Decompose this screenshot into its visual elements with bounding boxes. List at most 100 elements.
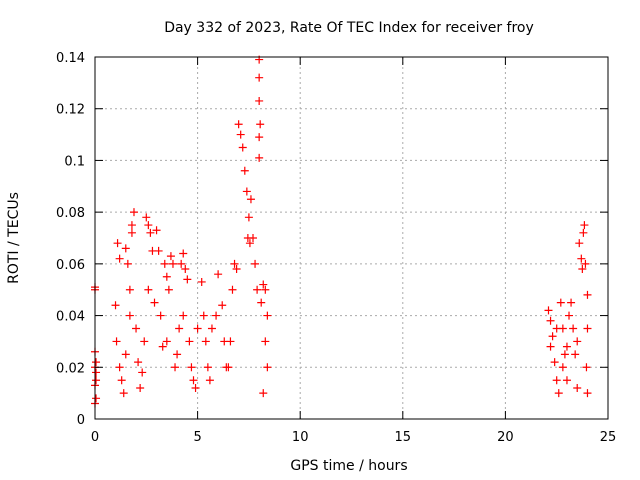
data-point [127, 228, 136, 237]
y-tick-label: 0.12 [56, 103, 85, 118]
data-point [554, 389, 563, 398]
data-point [234, 120, 243, 129]
data-point [115, 363, 124, 372]
data-point [121, 350, 130, 359]
data-point [181, 265, 190, 274]
data-point [113, 239, 122, 248]
data-point [193, 324, 202, 333]
data-point [121, 244, 130, 253]
data-point [552, 324, 561, 333]
grid-lines [95, 57, 608, 419]
data-point [207, 324, 216, 333]
data-point [156, 311, 165, 320]
data-point [573, 337, 582, 346]
data-point [583, 324, 592, 333]
data-point [242, 187, 251, 196]
data-point [175, 324, 184, 333]
data-point [244, 213, 253, 222]
y-tick-label: 0.08 [56, 206, 85, 221]
data-point [579, 228, 588, 237]
data-point [232, 265, 241, 274]
data-point [136, 383, 145, 392]
data-point [550, 358, 559, 367]
data-point [253, 285, 262, 294]
data-point [164, 285, 173, 294]
data-point [166, 252, 175, 261]
data-point [203, 363, 212, 372]
data-point [255, 153, 264, 162]
x-tick-label: 5 [193, 430, 201, 445]
data-point [92, 376, 101, 385]
data-point [573, 383, 582, 392]
x-tick-label: 0 [91, 430, 99, 445]
data-point [158, 342, 167, 351]
data-point [567, 298, 576, 307]
data-point [177, 259, 186, 268]
data-point [179, 311, 188, 320]
data-point [214, 270, 223, 279]
data-point [580, 221, 589, 230]
data-point [240, 166, 249, 175]
data-point [562, 376, 571, 385]
y-tick-label: 0.02 [56, 361, 85, 376]
data-point [255, 133, 264, 142]
data-point [582, 363, 591, 372]
data-point [246, 195, 255, 204]
tick-labels: 0 0.02 0.04 0.06 0.08 0.1 0.12 0.14 0 5 10 15 20 25 [56, 51, 616, 445]
data-point [583, 290, 592, 299]
data-point [152, 226, 161, 235]
data-point [187, 363, 196, 372]
data-point [257, 298, 266, 307]
data-point [259, 389, 268, 398]
data-point [171, 363, 180, 372]
x-tick-label: 10 [292, 430, 309, 445]
data-point [154, 246, 163, 255]
data-point [259, 280, 268, 289]
data-point [150, 298, 159, 307]
data-point [92, 368, 101, 377]
x-axis-title: GPS time / hours [290, 458, 407, 474]
data-point [261, 285, 270, 294]
data-point [562, 342, 571, 351]
data-point [127, 221, 136, 230]
data-point [183, 275, 192, 284]
data-point [569, 324, 578, 333]
data-point [552, 376, 561, 385]
data-point [263, 363, 272, 372]
data-point [255, 96, 264, 105]
data-point [575, 239, 584, 248]
data-point [255, 73, 264, 82]
data-point [578, 265, 587, 274]
data-point [134, 358, 143, 367]
data-point [224, 363, 233, 372]
x-tick-label: 15 [395, 430, 412, 445]
data-point [212, 311, 221, 320]
data-point [544, 306, 553, 315]
data-point [173, 350, 182, 359]
data-point [144, 221, 153, 230]
data-point [123, 259, 132, 268]
data-point [168, 259, 177, 268]
data-point [129, 208, 138, 217]
data-point [142, 213, 151, 222]
x-tick-label: 25 [600, 430, 617, 445]
data-point [581, 259, 590, 268]
data-point [160, 259, 169, 268]
y-tick-label: 0.1 [64, 154, 85, 169]
data-point [238, 143, 247, 152]
data-point [92, 358, 101, 367]
data-point [256, 120, 265, 129]
data-point [132, 324, 141, 333]
y-tick-label: 0.04 [56, 310, 85, 325]
data-point [201, 337, 210, 346]
data-point [577, 254, 586, 263]
data-point [125, 285, 134, 294]
data-point [119, 389, 128, 398]
data-point [205, 376, 214, 385]
data-point [218, 301, 227, 310]
data-point [138, 368, 147, 377]
plot-border [94, 56, 609, 420]
data-point [236, 130, 245, 139]
